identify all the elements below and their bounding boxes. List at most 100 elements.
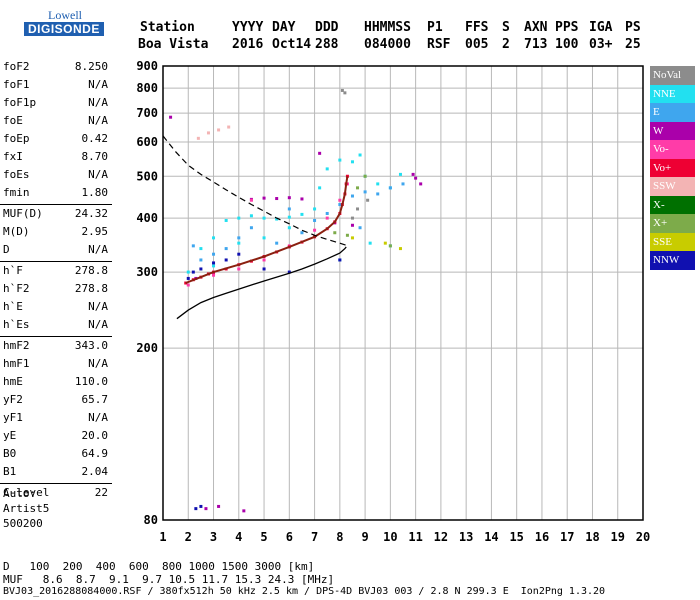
point-vo bbox=[199, 275, 203, 279]
x-tick-label: 12 bbox=[434, 530, 448, 544]
param-name: foF1 bbox=[3, 78, 30, 91]
point-nne bbox=[318, 186, 322, 190]
point-e bbox=[350, 194, 354, 198]
point-nne bbox=[325, 167, 329, 171]
param-row-fof1: foF1 N/A bbox=[0, 76, 112, 94]
auto-method: Artist5 bbox=[3, 502, 50, 515]
auto-label: Auto: bbox=[3, 487, 37, 500]
point-nnw bbox=[199, 504, 203, 508]
x-tick-label: 13 bbox=[459, 530, 473, 544]
point-nne bbox=[338, 258, 342, 262]
point-vo bbox=[224, 267, 228, 271]
polarization-legend: NoVal NNE E W Vo- Vo+ SSW X- X+ SSE NNW bbox=[650, 66, 695, 270]
point-vo bbox=[345, 174, 349, 178]
point-w bbox=[262, 196, 266, 200]
x-tick-label: 9 bbox=[361, 530, 368, 544]
header-value-8: 713 bbox=[524, 37, 548, 52]
param-value: 8.70 bbox=[81, 150, 109, 163]
logo-digisonde-text: DIGISONDE bbox=[24, 22, 104, 36]
point-w bbox=[300, 197, 304, 201]
point-sse bbox=[383, 241, 387, 245]
y-tick-label: 300 bbox=[136, 265, 158, 279]
legend-item-vo: Vo- bbox=[650, 140, 695, 159]
param-value: 2.04 bbox=[81, 465, 109, 478]
param-name: C-level bbox=[3, 486, 50, 499]
point-vo bbox=[313, 235, 317, 239]
param-row-hf: h`F 278.8 bbox=[0, 262, 112, 280]
param-row-d: D N/A bbox=[0, 241, 112, 259]
param-row-yf2: yF2 65.7 bbox=[0, 391, 112, 409]
param-value: N/A bbox=[88, 357, 108, 370]
point-nne bbox=[237, 216, 241, 220]
point-w bbox=[169, 115, 173, 119]
legend-item-e: E bbox=[650, 103, 695, 122]
param-value: 65.7 bbox=[81, 393, 109, 406]
legend-item-nne: NNE bbox=[650, 84, 695, 103]
param-row-md: M(D) 2.95 bbox=[0, 223, 112, 241]
point-e bbox=[287, 207, 291, 211]
digisonde-logo: Lowell DIGISONDE bbox=[8, 6, 118, 40]
param-name: hmF2 bbox=[3, 339, 30, 352]
logo-lowell-text: Lowell bbox=[48, 8, 82, 22]
param-name: yF1 bbox=[3, 411, 23, 424]
x-tick-label: 20 bbox=[636, 530, 650, 544]
point-w bbox=[333, 221, 337, 225]
point-vo bbox=[275, 250, 279, 254]
header-value-9: 100 bbox=[555, 37, 579, 52]
point-nne bbox=[350, 160, 354, 164]
header-label-9: PPS bbox=[555, 20, 579, 35]
param-name: h`F bbox=[3, 264, 23, 277]
point-sse bbox=[350, 236, 354, 240]
param-row-b1: B1 2.04 bbox=[0, 463, 112, 481]
x-tick-label: 6 bbox=[286, 530, 293, 544]
point-nne bbox=[199, 247, 203, 251]
point-nnw bbox=[194, 507, 198, 511]
x-tick-label: 18 bbox=[585, 530, 599, 544]
point-vo bbox=[212, 270, 216, 274]
point-nnw bbox=[224, 258, 228, 262]
point-x bbox=[345, 233, 349, 237]
point-e bbox=[338, 203, 342, 207]
param-value: 64.9 bbox=[81, 447, 109, 460]
param-row-clevel: C-level 22 bbox=[0, 484, 112, 502]
param-name: foF1p bbox=[3, 96, 37, 109]
point-w bbox=[414, 176, 418, 180]
x-tick-label: 7 bbox=[311, 530, 318, 544]
param-name: h`F2 bbox=[3, 282, 30, 295]
param-value: N/A bbox=[88, 78, 108, 91]
y-tick-label: 900 bbox=[136, 59, 158, 73]
d-label: D bbox=[3, 560, 10, 573]
point-vo bbox=[237, 267, 241, 271]
point-e bbox=[212, 252, 216, 256]
header-value-0: Boa Vista bbox=[138, 37, 209, 52]
point-nnw bbox=[262, 267, 266, 271]
d-values: 100 200 400 600 800 1000 1500 3000 [km] bbox=[29, 560, 315, 573]
point-vo bbox=[184, 281, 188, 285]
point-w bbox=[249, 197, 253, 201]
param-row-foe: foE N/A bbox=[0, 112, 112, 130]
param-value: N/A bbox=[88, 96, 108, 109]
point-vo bbox=[191, 278, 195, 282]
point-nne bbox=[275, 217, 279, 221]
point-x bbox=[363, 174, 367, 178]
point-e bbox=[237, 236, 241, 240]
param-row-hes: h`Es N/A bbox=[0, 316, 112, 334]
point-nne bbox=[398, 172, 402, 176]
legend-item-w: W bbox=[650, 121, 695, 140]
param-value: 8.250 bbox=[74, 60, 108, 73]
legend-item-x: X- bbox=[650, 195, 695, 214]
x-tick-label: 1 bbox=[159, 530, 166, 544]
param-value: 343.0 bbox=[74, 339, 108, 352]
param-name: M(D) bbox=[3, 225, 30, 238]
x-tick-label: 3 bbox=[210, 530, 217, 544]
auto-code: 500200 bbox=[3, 517, 43, 530]
point-w bbox=[287, 196, 291, 200]
header-label-0: Station bbox=[140, 20, 195, 35]
legend-item-noval: NoVal bbox=[650, 66, 695, 85]
param-value: N/A bbox=[88, 168, 108, 181]
header-label-8: AXN bbox=[524, 20, 548, 35]
param-separator bbox=[0, 336, 112, 337]
param-name: h`Es bbox=[3, 318, 30, 331]
point-noval bbox=[340, 88, 344, 92]
x-tick-label: 4 bbox=[235, 530, 242, 544]
